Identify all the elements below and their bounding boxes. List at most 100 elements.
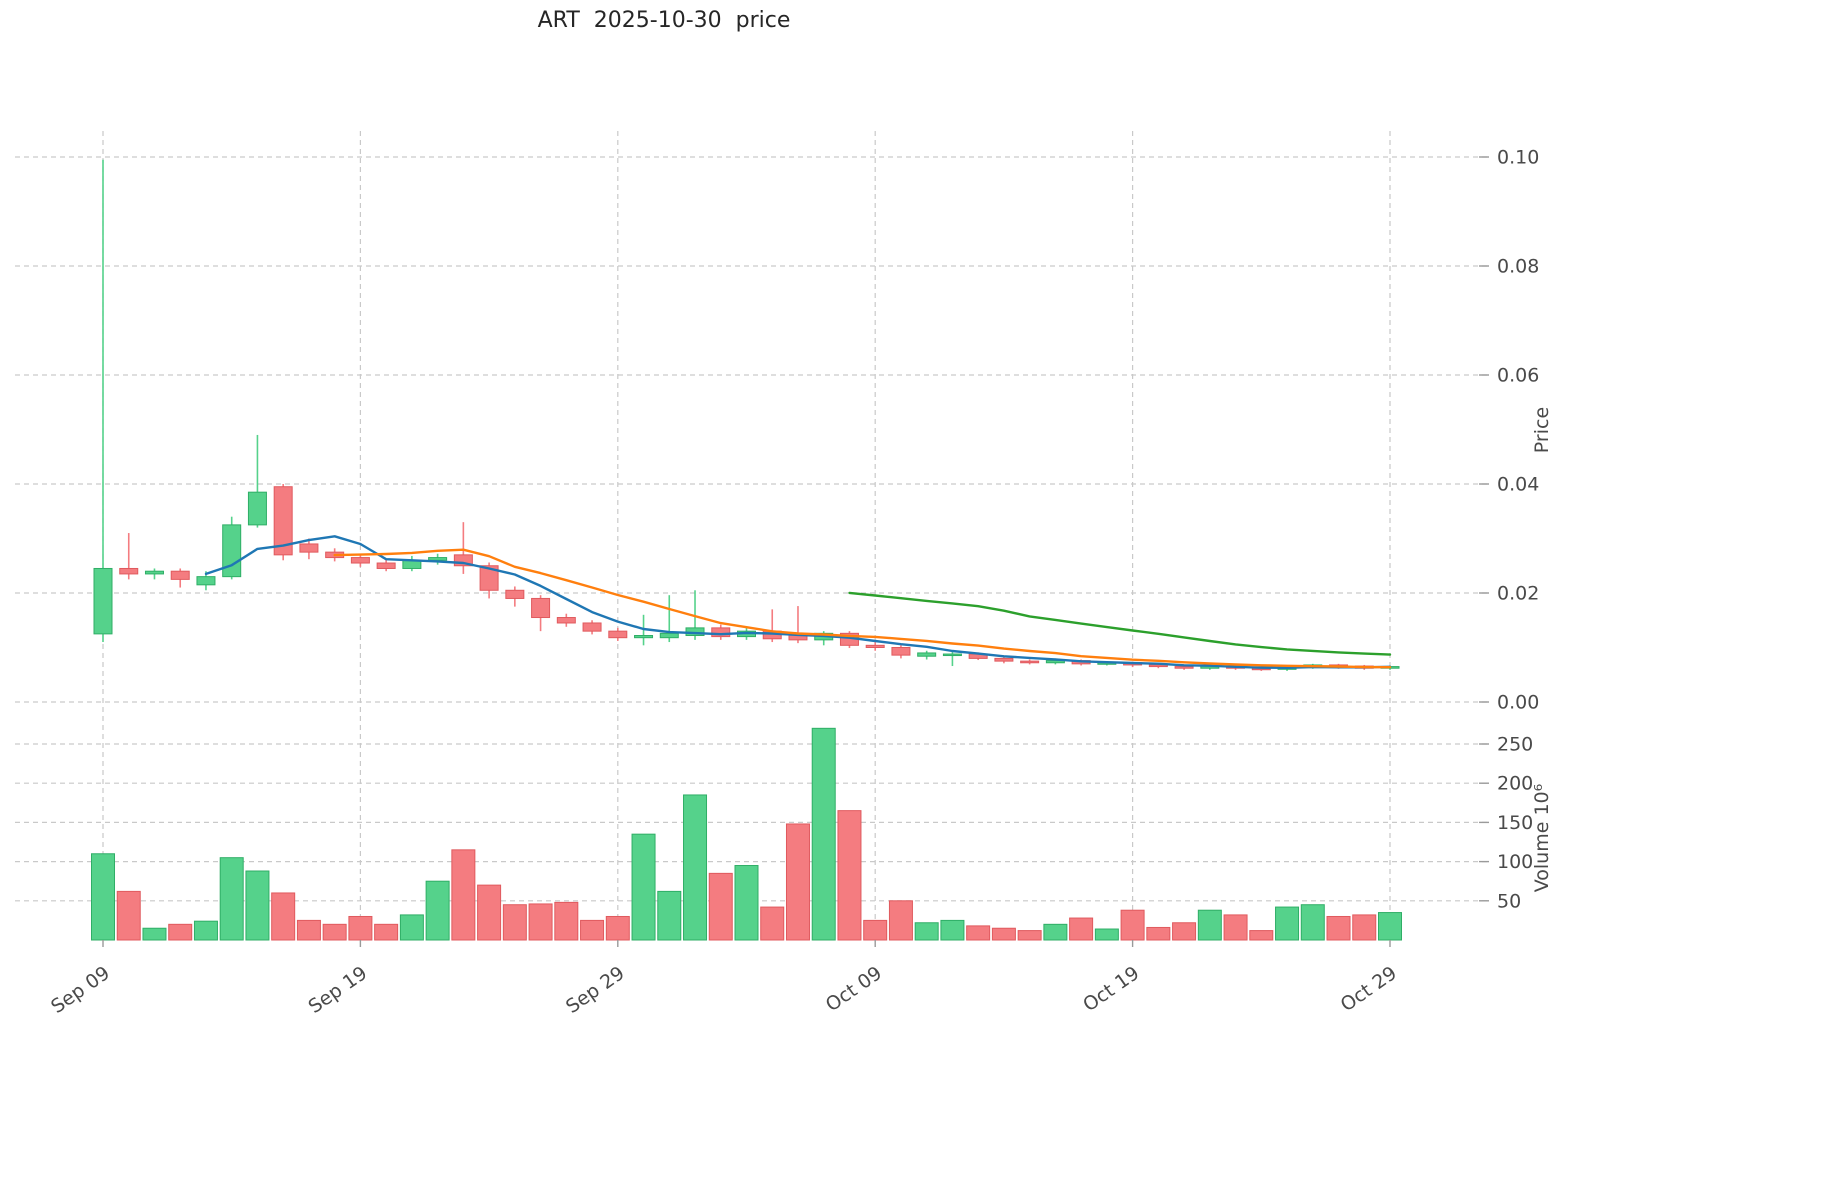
candle-body	[659, 632, 679, 639]
volume-bar	[888, 900, 913, 941]
volume-bar	[1197, 909, 1222, 941]
volume-bar	[760, 906, 785, 941]
volume-bar	[1275, 906, 1300, 941]
volume-tick-label: 250	[1497, 734, 1533, 756]
volume-bar	[477, 884, 502, 941]
volume-bar	[1172, 922, 1197, 941]
volume-bar	[811, 727, 836, 941]
volume-bar	[425, 880, 450, 941]
price-tick-label: 0.00	[1497, 692, 1539, 714]
volume-bar	[1094, 928, 1119, 941]
volume-bar	[1378, 912, 1402, 941]
volume-bar	[1223, 914, 1248, 941]
volume-bar	[451, 849, 476, 941]
price-axis-label: Price	[1531, 407, 1553, 453]
volume-bar	[1249, 930, 1274, 941]
volume-bar	[734, 865, 759, 941]
candle-body	[1148, 664, 1168, 668]
volume-bar	[219, 857, 244, 941]
x-tick-label: Oct 19	[1079, 962, 1143, 1016]
axis-tick-labels: 0.00 0.02 0.04 0.06 0.08 0.10 50 100 150 200 250	[1497, 147, 1539, 913]
volume-bar	[605, 915, 630, 941]
sma-10-line	[333, 548, 1392, 669]
volume-tick-label: 100	[1497, 851, 1533, 873]
volume-bar	[1146, 926, 1171, 941]
volume-bar	[348, 915, 373, 941]
candle-body	[479, 565, 499, 591]
candle-body	[247, 491, 267, 526]
volume-bar	[116, 890, 141, 941]
x-axis-labels: Sep 09 Sep 19 Sep 29 Oct 09 Oct 19 Oct 29	[47, 940, 1401, 1018]
volume-bar	[1043, 923, 1068, 941]
candle-body	[1020, 660, 1040, 664]
volume-bar	[991, 927, 1016, 941]
volume-bar	[683, 794, 708, 941]
price-tick-label: 0.10	[1497, 147, 1539, 169]
candle-body	[119, 567, 139, 575]
candle-body	[531, 597, 551, 619]
volume-bar	[142, 927, 167, 941]
volume-bar	[554, 901, 579, 941]
candle-body	[350, 557, 370, 564]
candle-body	[222, 524, 242, 578]
volume-bar	[399, 914, 424, 941]
candle-body	[994, 657, 1014, 662]
x-tick-label: Sep 19	[305, 962, 372, 1018]
volume-bar	[193, 920, 218, 941]
candle-body	[144, 570, 164, 575]
candlesticks	[93, 159, 1400, 671]
sma-30-line	[848, 591, 1392, 656]
volume-bar	[322, 923, 347, 941]
volume-tick-label: 50	[1497, 890, 1521, 912]
x-tick-label: Oct 09	[822, 962, 886, 1016]
candle-body	[428, 557, 448, 561]
volume-bar	[1300, 904, 1325, 941]
volume-bar	[631, 833, 656, 941]
volume-bar	[1120, 909, 1145, 941]
volume-bar	[168, 923, 193, 941]
x-tick-label: Oct 29	[1337, 962, 1401, 1016]
candle-body	[556, 617, 576, 624]
price-tick-label: 0.04	[1497, 474, 1539, 496]
volume-tick-label: 150	[1497, 812, 1533, 834]
volume-bar	[91, 853, 115, 941]
volume-bar	[966, 925, 991, 941]
volume-bar	[502, 904, 527, 941]
x-tick-label: Sep 09	[47, 962, 114, 1018]
candle-body	[891, 647, 911, 656]
volume-bar	[1069, 917, 1094, 941]
volume-bar	[374, 923, 399, 941]
volume-bar	[271, 892, 296, 941]
candle-body	[273, 486, 293, 556]
volume-tick-label: 200	[1497, 773, 1533, 795]
volume-bar	[1017, 930, 1042, 941]
candle-body	[865, 644, 885, 649]
price-tick-label: 0.02	[1497, 583, 1539, 605]
sma-5-line	[204, 535, 1392, 669]
price-tick-label: 0.06	[1497, 365, 1539, 387]
volume-bar	[863, 919, 888, 941]
volume-bar	[914, 922, 939, 941]
candle-body	[376, 562, 396, 569]
x-tick-label: Sep 29	[562, 962, 629, 1018]
candle-body	[711, 627, 731, 638]
price-tick-label: 0.08	[1497, 256, 1539, 278]
candle-body	[196, 576, 216, 586]
volume-bar	[940, 919, 965, 941]
volume-bar	[296, 919, 321, 941]
candle-body	[505, 589, 525, 599]
volume-bar	[708, 872, 733, 941]
volume-bar	[837, 810, 862, 941]
candle-body	[608, 630, 628, 639]
axis-ticks	[1479, 156, 1489, 902]
candle-body	[634, 635, 654, 639]
candle-body	[942, 653, 962, 657]
candle-body	[582, 622, 602, 632]
volume-bar	[1326, 915, 1351, 941]
candle-body	[1174, 666, 1194, 669]
volume-bar	[580, 919, 605, 941]
candle-body	[917, 652, 937, 657]
volume-bar	[785, 823, 810, 941]
candle-body	[299, 543, 319, 553]
